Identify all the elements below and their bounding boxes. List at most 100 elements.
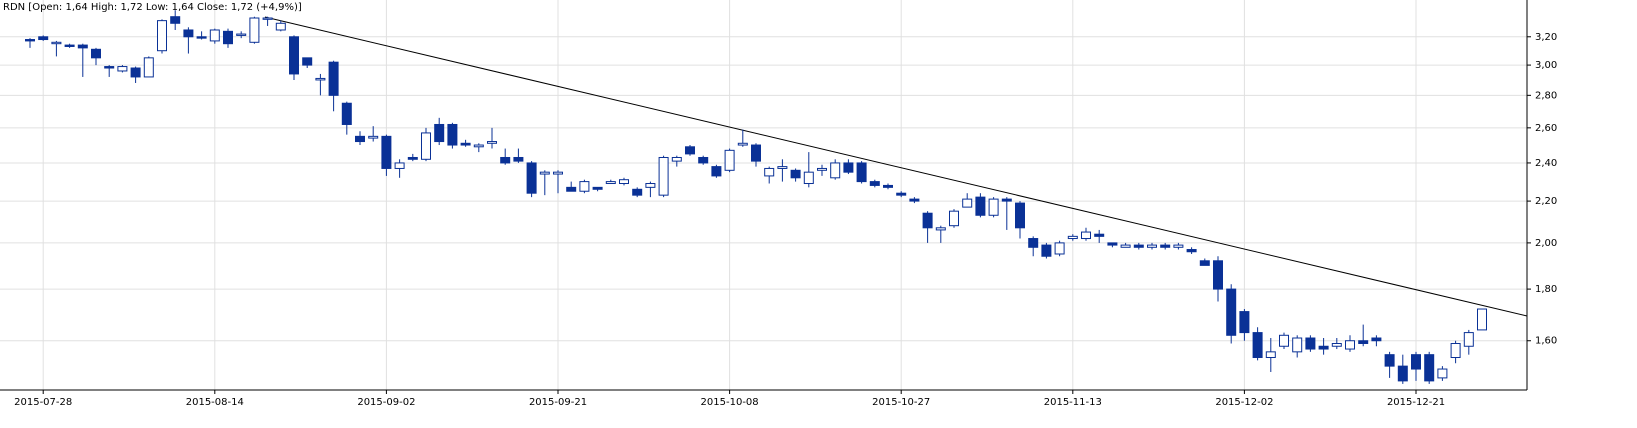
candle-body	[922, 212, 933, 229]
trend-line	[264, 16, 1528, 317]
candle-body	[1371, 337, 1382, 342]
x-tick-label: 2015-10-27	[872, 397, 930, 408]
candle-body	[209, 29, 220, 42]
candle-body	[909, 198, 920, 202]
candle-body	[1041, 244, 1052, 257]
candle-body	[949, 210, 959, 227]
candle-body	[130, 67, 141, 78]
candle-body	[1411, 354, 1421, 370]
candle-body	[605, 181, 616, 185]
candle-body	[117, 66, 128, 72]
candle-body	[407, 156, 418, 160]
x-tick-label: 2015-09-02	[357, 397, 415, 408]
candle-body	[394, 162, 405, 169]
candle-body	[38, 36, 49, 41]
candle-body	[25, 39, 35, 42]
candle-body	[632, 188, 643, 196]
candle-body	[817, 167, 827, 171]
candle-body	[962, 198, 973, 208]
candle-body	[1384, 354, 1395, 367]
candle-body	[843, 162, 854, 173]
candle-body	[1199, 260, 1210, 266]
candle-body	[1226, 288, 1237, 336]
candle-body	[988, 198, 999, 216]
candle-body	[1358, 340, 1369, 344]
x-tick-label: 2015-12-21	[1387, 397, 1445, 408]
y-tick-label: 1,80	[1535, 284, 1557, 295]
candle-body	[764, 167, 775, 177]
candle-body	[856, 162, 867, 183]
candle-body	[1345, 340, 1355, 350]
candle-body	[302, 57, 313, 66]
candle-body	[1120, 244, 1131, 248]
candle-body	[1397, 365, 1408, 382]
candle-body	[975, 196, 986, 216]
candle-body	[51, 41, 62, 45]
candle-body	[1265, 351, 1276, 359]
y-tick-label: 1,60	[1535, 336, 1557, 347]
y-tick-label: 2,40	[1535, 158, 1557, 169]
candle-body	[1292, 337, 1303, 353]
candle-body	[473, 144, 484, 148]
x-tick-label: 2015-10-08	[701, 397, 759, 408]
candle-body	[1001, 198, 1012, 202]
y-tick-label: 2,80	[1535, 90, 1557, 101]
candle-body	[1107, 242, 1118, 246]
candle-body	[1081, 231, 1091, 240]
candle-body	[328, 61, 339, 96]
candle-body	[1424, 354, 1435, 382]
candle-body	[579, 181, 590, 192]
candle-body	[1437, 368, 1448, 379]
candle-body	[460, 142, 471, 146]
candle-body	[143, 57, 154, 78]
x-tick-label: 2015-11-13	[1044, 397, 1102, 408]
x-tick-label: 2015-12-02	[1215, 397, 1273, 408]
candle-body	[434, 123, 445, 143]
candle-body	[236, 33, 247, 36]
candle-body	[1054, 242, 1065, 255]
candle-body	[315, 77, 326, 81]
candle-body	[698, 156, 709, 164]
candle-body	[1213, 260, 1223, 290]
candle-body	[724, 149, 735, 171]
candle-body	[157, 20, 167, 52]
candle-body	[1147, 244, 1157, 248]
candle-body	[685, 146, 695, 155]
candle-body	[1463, 332, 1474, 347]
candle-body	[896, 192, 907, 196]
candle-body	[447, 123, 458, 146]
candle-body	[1160, 244, 1171, 248]
y-tick-label: 2,00	[1535, 238, 1557, 249]
candle-body	[803, 171, 814, 185]
candle-body	[368, 135, 379, 139]
candle-body	[183, 29, 194, 38]
candle-body	[1094, 233, 1105, 237]
candle-body	[1028, 238, 1039, 248]
candle-body	[592, 186, 603, 190]
candle-body	[671, 156, 682, 162]
y-tick-label: 3,00	[1535, 60, 1557, 71]
candle-body	[830, 162, 841, 179]
candle-body	[658, 156, 669, 196]
candle-body	[539, 171, 550, 175]
candle-body	[1133, 244, 1144, 248]
candle-body	[553, 171, 563, 175]
candle-body	[1252, 332, 1263, 359]
candle-body	[513, 156, 524, 162]
candle-body	[526, 162, 537, 194]
candle-body	[196, 36, 207, 39]
candle-body	[619, 179, 629, 185]
x-tick-label: 2015-08-14	[186, 397, 244, 408]
candle-body	[566, 186, 577, 192]
candle-body	[1450, 342, 1461, 359]
candle-body	[1331, 342, 1342, 347]
candle-body	[91, 48, 101, 59]
candle-body	[1477, 308, 1487, 331]
candle-body	[1067, 235, 1078, 240]
x-tick-label: 2015-09-21	[529, 397, 587, 408]
candle-body	[1318, 345, 1329, 350]
y-tick-label: 3,20	[1535, 32, 1557, 43]
candle-body	[381, 135, 392, 169]
